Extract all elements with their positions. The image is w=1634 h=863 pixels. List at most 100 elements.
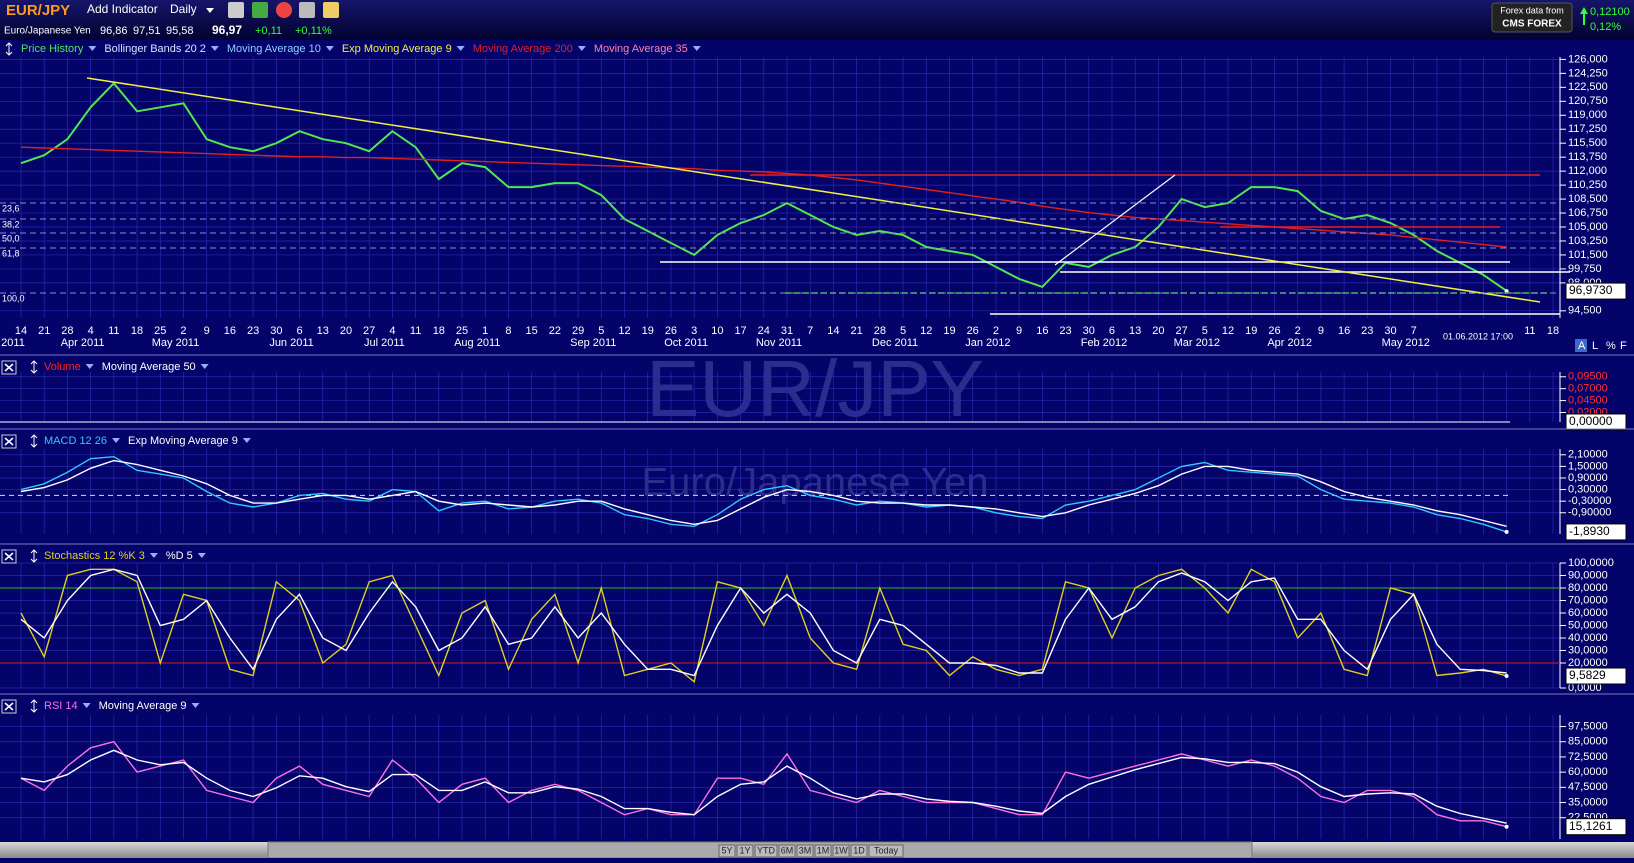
- move-icon[interactable]: [30, 360, 38, 374]
- legend-dropdown[interactable]: [197, 553, 206, 558]
- scale-button[interactable]: %: [1606, 340, 1616, 352]
- close-button[interactable]: [1, 699, 17, 714]
- scale-button-bg[interactable]: [1575, 339, 1587, 352]
- close-button[interactable]: [1, 549, 17, 564]
- legend-dropdown[interactable]: [85, 364, 94, 369]
- move-icon[interactable]: [30, 434, 38, 448]
- legend-entry[interactable]: RSI 14: [44, 700, 78, 712]
- last-point: [1504, 529, 1509, 534]
- x-tick-label: 17: [734, 325, 746, 337]
- legend-dropdown[interactable]: [149, 553, 158, 558]
- legend-entry[interactable]: Moving Average 35: [594, 43, 688, 55]
- y-tick-label: 117,250: [1568, 123, 1607, 135]
- zoom-button-bg[interactable]: [736, 844, 754, 858]
- symbol[interactable]: EUR/JPY: [6, 2, 70, 19]
- legend-dropdown[interactable]: [111, 438, 120, 443]
- up-arrow: [1580, 7, 1588, 14]
- close-icon[interactable]: [4, 552, 14, 561]
- move-icon[interactable]: [5, 42, 13, 56]
- period[interactable]: Daily: [170, 2, 197, 16]
- last-value-box: [1565, 413, 1627, 431]
- move-icon[interactable]: [30, 549, 38, 563]
- x-tick-label: 27: [1175, 325, 1187, 337]
- close-icon[interactable]: [4, 363, 14, 372]
- zoom-button[interactable]: 3M: [799, 845, 812, 855]
- x-month-label: Apr 2011: [61, 337, 105, 349]
- legend-dropdown[interactable]: [325, 46, 334, 51]
- zoom-button-bg[interactable]: [778, 844, 796, 858]
- x-tick-label: 12: [1222, 325, 1234, 337]
- x-tick-label: 4: [88, 325, 94, 337]
- legend-entry[interactable]: Volume: [44, 361, 81, 373]
- legend-entry[interactable]: Price History: [21, 43, 84, 55]
- x-tick-label: 27: [363, 325, 375, 337]
- toolbar-icons[interactable]: [228, 2, 339, 18]
- legend-dropdown[interactable]: [242, 438, 251, 443]
- y-tick-label: 103,250: [1568, 235, 1608, 247]
- legend-dropdown[interactable]: [577, 46, 586, 51]
- move-icon[interactable]: [30, 699, 38, 713]
- scale-button[interactable]: A: [1578, 340, 1586, 352]
- x-tick-label: 24: [758, 325, 770, 337]
- x-tick-label: 29: [572, 325, 584, 337]
- zoom-button-bg[interactable]: [868, 844, 904, 858]
- zoom-button[interactable]: 1D: [853, 845, 865, 855]
- legend-entry[interactable]: Moving Average 200: [473, 43, 573, 55]
- legend-entry[interactable]: %D 5: [166, 550, 193, 562]
- legend-entry[interactable]: Moving Average 9: [99, 700, 187, 712]
- last-value-box: [1565, 282, 1627, 300]
- zoom-button[interactable]: 1Y: [739, 845, 750, 855]
- x-tick-label: 14: [15, 325, 27, 337]
- legend-dropdown[interactable]: [82, 703, 91, 708]
- zoom-button[interactable]: 5Y: [721, 845, 732, 855]
- add-indicator[interactable]: Add Indicator: [87, 2, 158, 16]
- close-icon[interactable]: [4, 437, 14, 446]
- legend-dropdown[interactable]: [88, 46, 97, 51]
- x-tick-label: 19: [642, 325, 654, 337]
- data-source-badge[interactable]: [1491, 2, 1573, 33]
- close-button[interactable]: [1, 360, 17, 375]
- legend-entry[interactable]: Exp Moving Average 9: [342, 43, 452, 55]
- last-value: 9,5829: [1569, 668, 1606, 682]
- zoom-button-bg[interactable]: [754, 844, 778, 858]
- zoom-button[interactable]: 6M: [781, 845, 794, 855]
- legend-dropdown[interactable]: [456, 46, 465, 51]
- y-tick-label: 105,000: [1568, 221, 1608, 233]
- legend-dropdown[interactable]: [200, 364, 209, 369]
- x-tick-label: 11: [1524, 325, 1535, 337]
- legend-entry[interactable]: Exp Moving Average 9: [128, 435, 238, 447]
- legend-entry[interactable]: Moving Average 50: [102, 361, 196, 373]
- close-button[interactable]: [1, 434, 17, 449]
- dropdown-arrow[interactable]: [206, 8, 214, 13]
- legend-dropdown[interactable]: [191, 703, 200, 708]
- legend-dropdown[interactable]: [692, 46, 701, 51]
- zoom-button-bg[interactable]: [814, 844, 832, 858]
- zoom-button[interactable]: Today: [874, 845, 899, 855]
- y-tick-label: 40,0000: [1568, 632, 1608, 644]
- close-icon[interactable]: [4, 702, 14, 711]
- x-tick-label: 3: [691, 325, 697, 337]
- legend-entry[interactable]: MACD 12 26: [44, 435, 107, 447]
- legend-entry[interactable]: Stochastics 12 %K 3: [44, 550, 145, 562]
- x-tick-label: 5: [1202, 325, 1208, 337]
- legend-entry[interactable]: Bollinger Bands 20 2: [104, 43, 206, 55]
- zoom-button-bg[interactable]: [718, 844, 736, 858]
- zoom-button-bg[interactable]: [850, 844, 868, 858]
- zoom-button[interactable]: 1W: [834, 845, 848, 855]
- zoom-button-bg[interactable]: [796, 844, 814, 858]
- scale-button[interactable]: L: [1592, 340, 1598, 352]
- y-tick-label: 1,50000: [1568, 460, 1608, 472]
- zoom-button[interactable]: 1M: [817, 845, 830, 855]
- x-tick-label: 6: [296, 325, 302, 337]
- x-tick-label: 18: [1547, 325, 1559, 337]
- broker: CMS FOREX: [1502, 19, 1562, 30]
- zoom-button[interactable]: YTD: [757, 845, 776, 855]
- y-tick-label: 99,750: [1568, 263, 1602, 275]
- scale-button[interactable]: F: [1620, 340, 1627, 352]
- legend-entry[interactable]: Moving Average 10: [227, 43, 321, 55]
- legend-dropdown[interactable]: [210, 46, 219, 51]
- zoom-button-bg[interactable]: [832, 844, 850, 858]
- x-tick-label: 11: [108, 325, 119, 337]
